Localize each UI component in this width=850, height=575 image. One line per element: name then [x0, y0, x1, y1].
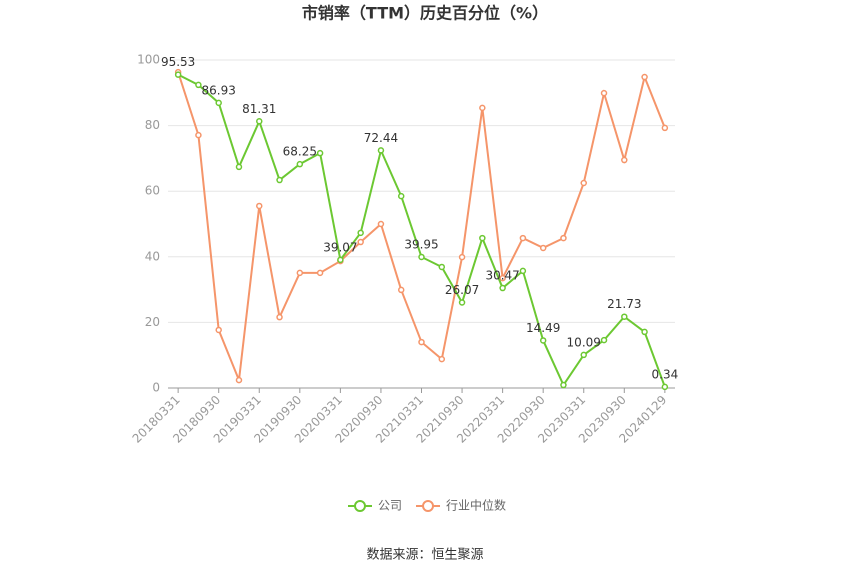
data-point: [418, 338, 425, 346]
data-point: [438, 263, 446, 271]
data-point: [600, 89, 608, 97]
data-point: [256, 202, 263, 210]
data-point: [519, 267, 527, 275]
y-tick-label: 40: [145, 249, 160, 263]
data-point: [539, 244, 547, 252]
data-point: [580, 179, 587, 187]
data-point: [641, 73, 648, 81]
data-label: 30.47: [485, 269, 519, 283]
data-point: [215, 99, 222, 107]
data-point: [661, 383, 669, 391]
data-point: [560, 234, 567, 242]
source-note: 数据来源：恒生聚源: [366, 548, 483, 563]
data-point: [174, 71, 182, 78]
chart-title: 市销率（TTM）历史百分位（%）: [302, 4, 548, 23]
data-label: 86.93: [202, 83, 236, 97]
data-point: [458, 253, 466, 261]
data-point: [357, 238, 364, 246]
data-point: [499, 284, 506, 292]
y-tick-label: 100: [137, 53, 160, 67]
data-point: [438, 355, 446, 363]
data-label: 39.95: [404, 237, 438, 251]
data-point: [458, 299, 466, 306]
data-point: [499, 274, 506, 282]
data-point: [580, 351, 587, 359]
data-point: [600, 336, 608, 344]
legend-label: 行业中位数: [446, 498, 506, 513]
data-point: [316, 269, 324, 277]
data-point: [276, 176, 283, 184]
legend-marker: [354, 500, 366, 512]
y-tick-label: 0: [152, 381, 160, 395]
legend-label: 公司: [378, 499, 402, 513]
data-point: [195, 131, 202, 139]
data-label: 0.34: [652, 367, 679, 381]
data-point: [276, 313, 283, 321]
data-point: [479, 104, 486, 112]
data-point: [337, 256, 344, 264]
data-point: [621, 313, 628, 320]
data-point: [661, 124, 669, 132]
data-label: 39.07: [323, 240, 357, 254]
y-tick-label: 20: [145, 315, 160, 329]
data-point: [215, 326, 222, 334]
data-point: [397, 286, 405, 294]
data-point: [235, 163, 243, 171]
data-point: [479, 234, 486, 242]
data-point: [418, 253, 425, 261]
y-tick-label: 60: [145, 184, 160, 198]
data-label: 68.25: [283, 145, 317, 159]
data-label: 72.44: [364, 131, 398, 145]
data-point: [377, 147, 385, 154]
data-label: 81.31: [242, 102, 276, 116]
data-point: [519, 234, 527, 242]
data-point: [296, 160, 304, 168]
data-point: [357, 229, 364, 237]
data-point: [296, 269, 304, 277]
data-label: 21.73: [607, 297, 641, 311]
data-label: 95.53: [161, 55, 195, 69]
data-point: [256, 118, 263, 125]
data-point: [316, 149, 324, 157]
data-point: [560, 381, 567, 389]
data-point: [235, 376, 243, 384]
legend-marker: [422, 500, 435, 512]
series-line: [177, 71, 666, 381]
data-label: 26.07: [445, 283, 479, 297]
data-point: [641, 328, 648, 336]
data-point: [621, 156, 628, 164]
y-tick-label: 80: [145, 118, 160, 132]
data-label: 10.09: [567, 335, 601, 349]
data-point: [195, 81, 202, 89]
data-point: [539, 337, 547, 344]
data-point: [377, 220, 385, 228]
data-label: 14.49: [526, 321, 560, 335]
data-point: [397, 192, 405, 200]
